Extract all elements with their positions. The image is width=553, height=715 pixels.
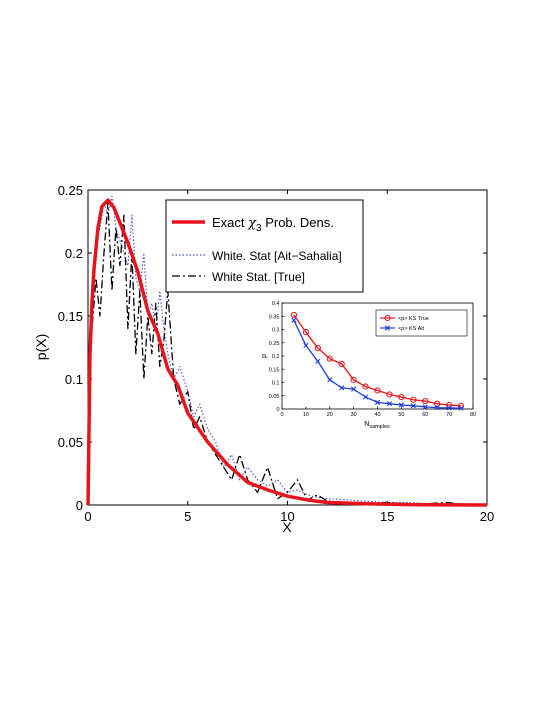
inset-point-x <box>374 399 381 405</box>
inset-point-x <box>339 385 345 391</box>
inset-y-tick-label: 0.35 <box>269 314 280 320</box>
inset-y-tick-label: 0.4 <box>272 301 280 307</box>
inset-point-x <box>351 386 357 392</box>
inset-point-x <box>458 405 464 411</box>
main-ticks: 0 5 10 15 20 0 0.05 0.1 0.15 0.2 0.25 <box>58 183 495 524</box>
inset-point-circle <box>314 344 321 352</box>
main-series-line-0 <box>86 198 488 507</box>
main-x-tick-label: 0 <box>84 509 91 524</box>
inset-x-tick-label: 10 <box>303 412 309 418</box>
inset-point-circle <box>422 397 429 405</box>
inset-point-x <box>303 342 309 348</box>
inset-point-x <box>315 358 321 364</box>
main-x-tick-label: 5 <box>184 509 191 524</box>
main-y-tick-label: 0.1 <box>65 372 83 387</box>
inset-point-circle <box>410 396 417 403</box>
inset-point-circle <box>338 360 345 368</box>
inset-ticks: 0 10 20 30 40 50 60 70 80 0 0.05 0.1 0.15 0.2 0.25 0.3 0… <box>269 301 476 418</box>
main-y-tick-label: 0.2 <box>65 246 83 261</box>
main-xlabel: X <box>282 519 292 535</box>
inset-x-tick-label: 60 <box>422 412 428 418</box>
main-axes: 0 5 10 15 20 0 0.05 0.1 0.15 0.2 0.25 X p(X) <box>33 183 494 535</box>
inset-point-x <box>327 377 333 383</box>
legend-label-exact: Exact χ3 Prob. Dens. <box>212 215 334 234</box>
inset-point-circle <box>290 311 298 319</box>
inset-x-tick-label: 0 <box>280 412 283 418</box>
inset-legend-label-true: <p> KS True <box>398 316 429 322</box>
main-x-tick-label: 10 <box>280 509 294 524</box>
main-ylabel: p(X) <box>33 334 49 360</box>
inset-point-x <box>398 402 404 408</box>
inset-point-circle <box>350 376 357 383</box>
inset-y-tick-label: 0.15 <box>269 367 280 373</box>
main-legend: Exact χ3 Prob. Dens. White. Stat [Ait−Sa… <box>165 199 364 293</box>
inset-ylabel: p <box>261 354 268 358</box>
inset-point-circle <box>398 393 405 401</box>
inset-x-tick-label: 50 <box>398 412 404 418</box>
inset-point-x <box>446 405 452 411</box>
main-y-tick-label: 0.05 <box>58 435 83 450</box>
inset-x-tick-label: 20 <box>327 412 333 418</box>
inset-point-circle <box>326 355 333 362</box>
inset-legend: <p> KS True <p> KS Ait <box>375 309 468 337</box>
inset-axes: 0 10 20 30 40 50 60 70 80 0 0.05 0.1 0.15 0.2 0.25 0.3 0… <box>254 293 483 436</box>
inset-y-tick-label: 0.05 <box>269 394 280 400</box>
inset-point-circle <box>386 391 393 398</box>
main-y-tick-label: 0.15 <box>58 309 83 324</box>
inset-x-tick-label: 80 <box>470 412 476 418</box>
main-series <box>86 195 488 507</box>
main-legend-box <box>165 199 364 293</box>
inset-point-x <box>362 394 369 400</box>
legend-label-ait: White. Stat [Ait−Sahalia] <box>212 249 342 263</box>
inset-point-circle <box>434 400 441 407</box>
inset-x-tick-label: 30 <box>351 412 357 418</box>
inset-y-tick-label: 0.2 <box>272 354 280 360</box>
inset-series-line-0 <box>293 314 462 407</box>
inset-series <box>290 311 465 411</box>
inset-y-tick-label: 0.3 <box>272 328 280 334</box>
inset-point-x <box>291 317 297 323</box>
inset-legend-marker-ait <box>384 325 391 331</box>
inset-point-x <box>422 404 428 410</box>
main-y-tick-label: 0 <box>76 498 83 513</box>
inset-legend-marker-true <box>384 315 391 321</box>
inset-point-x <box>434 405 440 411</box>
inset-xlabel: Nsamples <box>364 421 390 430</box>
legend-label-true: White Stat. [True] <box>212 270 305 284</box>
main-x-tick-label: 15 <box>380 509 394 524</box>
inset-legend-box <box>375 309 468 337</box>
inset-x-tick-label: 70 <box>446 412 452 418</box>
main-x-tick-label: 20 <box>480 509 494 524</box>
inset-y-tick-label: 0 <box>276 407 279 413</box>
inset-point-x <box>386 401 393 407</box>
inset-y-tick-label: 0.25 <box>269 341 280 347</box>
inset-point-circle <box>374 387 381 394</box>
inset-x-tick-label: 40 <box>374 412 380 418</box>
inset-y-tick-label: 0.1 <box>272 381 280 387</box>
main-y-tick-label: 0.25 <box>58 183 83 198</box>
inset-legend-label-ait: <p> KS Ait <box>398 326 424 332</box>
inset-point-circle <box>302 329 309 336</box>
inset-point-x <box>410 403 416 409</box>
inset-point-circle <box>362 383 369 390</box>
